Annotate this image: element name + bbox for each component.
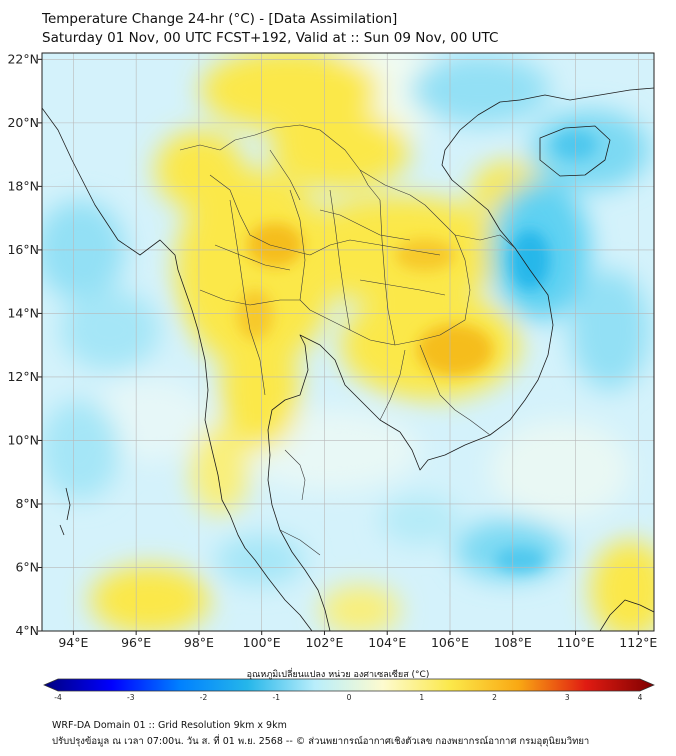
lon-label: 96°E	[121, 635, 151, 650]
province-borders	[179, 124, 516, 556]
map-frame	[41, 52, 655, 632]
lon-label: 106°E	[431, 635, 469, 650]
lon-label: 112°E	[619, 635, 657, 650]
lat-label: 20°N	[7, 115, 39, 130]
lat-label: 14°N	[7, 305, 39, 320]
lon-label: 100°E	[243, 635, 281, 650]
map-subtitle: Saturday 01 Nov, 00 UTC FCST+192, Valid …	[42, 30, 499, 46]
colorbar-tick-label: 1	[419, 693, 424, 702]
colorbar-bar	[43, 678, 655, 692]
lat-label: 10°N	[7, 432, 39, 447]
field-layer	[42, 53, 654, 631]
colorbar-label: อุณหภูมิเปลี่ยนแปลง หน่วย องศาเซลเซียส (…	[246, 670, 430, 680]
lat-label: 12°N	[7, 369, 39, 384]
colorbar-tick-label: -4	[54, 693, 62, 702]
coastline-lines	[42, 87, 654, 631]
colorbar-tick-label: 0	[347, 693, 352, 702]
axis-labels: 94°E 96°E 98°E 100°E 102°E 104°E 106°E 108°E 110…	[7, 51, 657, 650]
lon-label: 108°E	[494, 635, 532, 650]
colorbar-tick-label: 4	[638, 693, 643, 702]
footer-model-info: WRF-DA Domain 01 :: Grid Resolution 9km …	[52, 720, 287, 731]
lon-label: 104°E	[368, 635, 406, 650]
footer-credit: ปรับปรุงข้อมูล ณ เวลา 07:00น. วัน ส. ที่…	[52, 736, 590, 747]
lon-label: 98°E	[184, 635, 214, 650]
lat-label: 4°N	[15, 623, 39, 638]
lon-label: 102°E	[305, 635, 343, 650]
colorbar-tick-label: 2	[492, 693, 497, 702]
lat-label: 8°N	[15, 496, 39, 511]
colorbar-tick-label: -1	[273, 693, 281, 702]
lon-label: 110°E	[557, 635, 595, 650]
lat-label: 22°N	[7, 51, 39, 66]
field-cores	[237, 130, 597, 572]
colorbar-ticks: -4 -3 -2 -1 0 1 2 3 4	[54, 693, 642, 702]
colorbar-tick-label: 3	[565, 693, 570, 702]
lat-label: 6°N	[15, 559, 39, 574]
colorbar-tick-label: -3	[127, 693, 135, 702]
gridlines	[42, 53, 654, 631]
map-title: Temperature Change 24-hr (°C) - [Data As…	[42, 11, 398, 27]
colorbar: -4 -3 -2 -1 0 1 2 3 4	[43, 678, 655, 702]
lon-label: 94°E	[58, 635, 88, 650]
colorbar-tick-label: -2	[200, 693, 208, 702]
lat-label: 16°N	[7, 242, 39, 257]
field-blobs	[42, 53, 654, 631]
lat-label: 18°N	[7, 178, 39, 193]
